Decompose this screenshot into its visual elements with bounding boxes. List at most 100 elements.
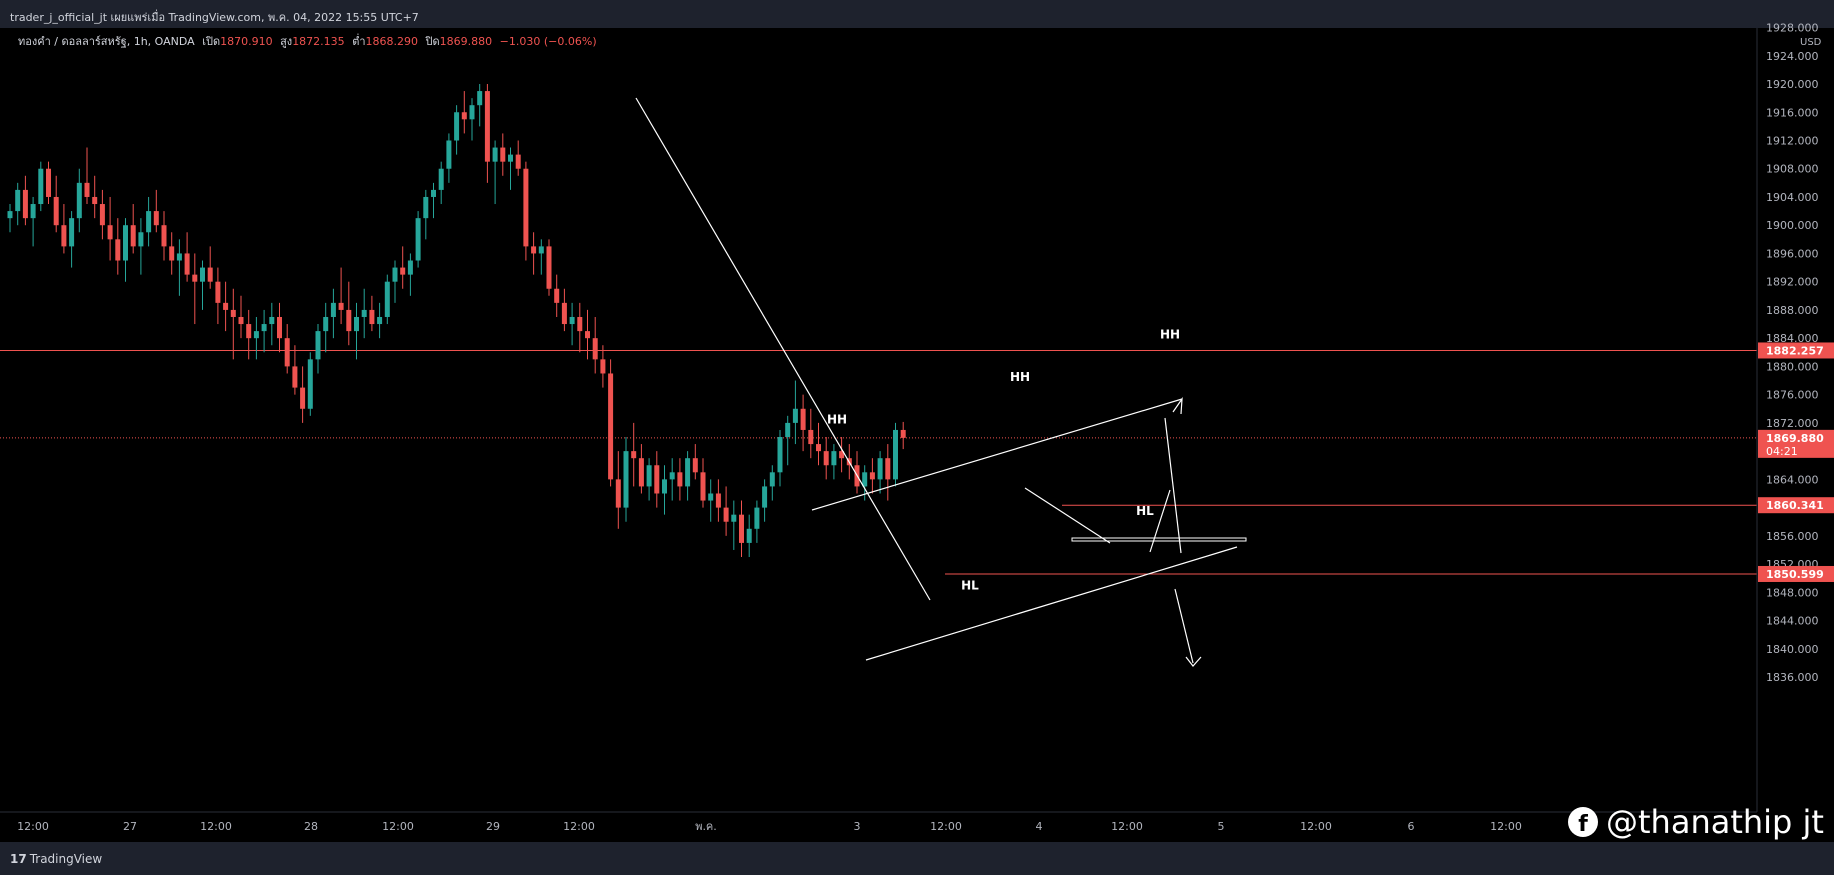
candle-body (492, 147, 498, 162)
candle-body (323, 316, 329, 332)
price-label-box (1758, 429, 1834, 458)
publish-bar: trader_j_official_jt เผยแพร่เมื่อ Tradin… (0, 0, 1834, 28)
annotation-label: HH (1160, 328, 1180, 342)
y-tick-label: 1888.000 (1766, 304, 1819, 317)
candle-body (438, 168, 444, 190)
x-tick-label: 12:00 (563, 820, 595, 833)
candle-body (69, 218, 75, 247)
candle-body (384, 281, 390, 317)
candle-body (615, 479, 621, 508)
candle-body (777, 437, 783, 473)
countdown-label: 04:21 (1766, 445, 1798, 458)
candle-body (7, 211, 13, 219)
candle-body (592, 338, 598, 360)
chart-background (0, 28, 1834, 842)
candle-body (577, 316, 583, 332)
candle-body (823, 451, 829, 466)
annotation-label: HH (827, 412, 847, 426)
x-tick-label: พ.ค. (695, 820, 717, 833)
candle-body (754, 507, 760, 529)
candle-body (292, 366, 298, 388)
y-tick-label: 1908.000 (1766, 163, 1819, 176)
x-tick-label: 28 (304, 820, 318, 833)
trend-line (1149, 489, 1171, 553)
drawings: HH HH HH HL HL (635, 97, 1247, 667)
price-label: 1850.599 (1766, 568, 1824, 581)
candle-body (869, 472, 875, 480)
candle-body (176, 253, 182, 261)
x-tick-label: 12:00 (930, 820, 962, 833)
tradingview-logo[interactable]: 17 TradingView (10, 852, 102, 866)
x-tick-label: 12:00 (1300, 820, 1332, 833)
candle-body (631, 451, 637, 459)
trend-line (1174, 588, 1194, 664)
candle-body (585, 331, 590, 339)
candle-body (246, 324, 252, 339)
candle-body (531, 246, 537, 254)
candle-body (130, 225, 136, 247)
facebook-icon: f (1568, 807, 1598, 837)
horizontal-lines (0, 349, 1757, 575)
y-tick-label: 1904.000 (1766, 191, 1819, 204)
level-box (1071, 537, 1247, 542)
candle-body (708, 493, 714, 501)
currency-label: USD (1800, 37, 1822, 48)
y-tick-label: 1920.000 (1766, 78, 1819, 91)
candle-body (638, 458, 644, 487)
candle-body (662, 479, 667, 494)
candle-body (862, 472, 868, 487)
candle-body (284, 338, 290, 367)
candle-body (392, 267, 398, 282)
candle-body (792, 408, 798, 423)
candle-body (107, 225, 113, 240)
price-label-box (1758, 497, 1834, 514)
arrow-up-head (1172, 396, 1183, 415)
y-tick-label: 1928.000 (1766, 22, 1819, 35)
candle-body (215, 281, 221, 303)
candle-body (423, 196, 429, 219)
y-tick-label: 1896.000 (1766, 247, 1819, 260)
candle-body (554, 288, 560, 303)
candle-body (46, 168, 51, 197)
watermark-text: @thanathip jt (1606, 803, 1824, 841)
candle-body (893, 429, 898, 480)
candle-body (400, 267, 406, 275)
candle-body (746, 528, 752, 543)
price-axis-panel (1757, 28, 1834, 813)
price-label: 1860.341 (1766, 499, 1824, 512)
candle-body (669, 472, 675, 480)
candle-body (138, 232, 144, 247)
candle-body (623, 451, 629, 508)
candle-body (200, 267, 205, 282)
price-chart[interactable]: HH HH HH HL HL 1928.000 1924.000 1920.000 1916.… (0, 0, 1834, 842)
candle-body (831, 451, 837, 466)
candle-body (92, 196, 98, 205)
candle-body (99, 204, 105, 226)
candle-body (369, 309, 375, 325)
candle-body (261, 324, 267, 332)
candle-body (839, 451, 845, 459)
candle-body (354, 316, 359, 332)
candle-body (523, 168, 529, 247)
candle-body (561, 302, 567, 325)
candle-body (762, 486, 768, 508)
candle-body (192, 274, 198, 282)
footer-bar: 17 TradingView (0, 842, 1834, 875)
candle-body (546, 246, 552, 289)
price-label-box (1758, 565, 1834, 582)
candle-body (30, 204, 36, 219)
candle-body (223, 302, 229, 310)
y-tick-label: 1840.000 (1766, 643, 1819, 656)
candle-body (484, 91, 490, 162)
candle-body (115, 239, 121, 261)
trend-line (865, 546, 1238, 661)
candle-body (431, 189, 436, 197)
candle-body (184, 253, 190, 275)
y-tick-label: 1856.000 (1766, 530, 1819, 543)
time-axis: 12:00 27 12:00 28 12:00 29 12:00 พ.ค. 3 12:00 4 12:… (0, 811, 1757, 833)
x-tick-label: 12:00 (382, 820, 414, 833)
tradingview-logo-text: TradingView (29, 852, 103, 866)
candle-body (15, 189, 21, 212)
candle-body (646, 465, 652, 487)
trend-line (811, 398, 1183, 511)
